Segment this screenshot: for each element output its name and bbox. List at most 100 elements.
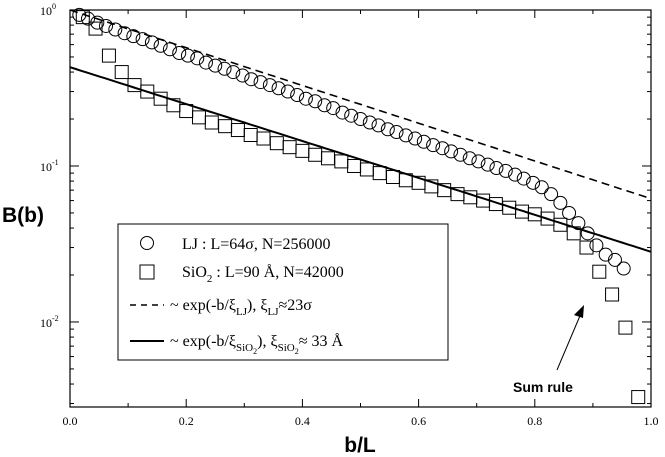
sio2-data-point (282, 140, 297, 155)
lj-data-point (553, 195, 568, 210)
sio2-data-point (334, 154, 349, 169)
sio2-data-point (191, 110, 206, 125)
lj-data-point (489, 161, 504, 176)
sio2-data-point (308, 147, 323, 162)
x-tick-label: 0.8 (527, 414, 542, 428)
lj-data-point (290, 88, 305, 103)
sio2-data-point (218, 119, 233, 134)
legend-marker-square (139, 264, 155, 280)
x-tick-label: 0.4 (295, 414, 310, 428)
lj-data-point (416, 134, 431, 149)
lj-data-point (172, 46, 187, 61)
legend-label-lj-fit: ~ exp(-b/ξLJ), ξLJ≈23σ (170, 297, 312, 318)
lj-data-point (380, 122, 395, 137)
lj-data-point (180, 48, 195, 63)
sio2-data-point (566, 226, 581, 241)
lj-data-point (398, 128, 413, 143)
lj-data-point (235, 68, 250, 83)
lj-data-point (389, 125, 404, 140)
lj-data-point (208, 58, 223, 73)
lj-data-point (271, 81, 286, 96)
sio2-data-point (372, 166, 387, 181)
lj-data-point (135, 32, 150, 47)
lj-data-point (444, 144, 459, 159)
lj-data-point (616, 261, 631, 276)
sio2-data-point (605, 287, 620, 302)
lj-data-point (90, 15, 105, 30)
lj-data-point (362, 115, 377, 130)
x-axis-label: b/L (344, 434, 376, 457)
lj-data-point (571, 216, 586, 231)
sio2-data-point (256, 131, 271, 146)
lj-data-point (262, 78, 277, 93)
x-tick-label: 0.0 (63, 414, 78, 428)
lj-data-point (280, 84, 295, 99)
lj-data-point (453, 147, 468, 162)
legend-label-lj: LJ : L=64σ, N=256000 (182, 236, 330, 253)
lj-data-point (298, 91, 313, 106)
legend-box (117, 223, 449, 361)
sio2-data-point (359, 162, 374, 177)
x-tick-label: 0.2 (179, 414, 194, 428)
sio2-data-point (295, 143, 310, 158)
sio2-data-point (140, 84, 155, 99)
axis-ticks: 0.0 0.2 0.4 0.6 0.8 1.0 100 10-1 10-2 (40, 2, 659, 428)
sum-rule-annotation: Sum rule (513, 305, 584, 395)
lj-data-point (117, 26, 132, 41)
sio2-data-point (631, 390, 646, 405)
lj-data-point (308, 94, 323, 109)
lj-data-point (562, 205, 577, 220)
y-tick-label: 10-1 (40, 158, 59, 174)
lj-data-point (217, 61, 232, 76)
lj-data-point (426, 138, 441, 153)
sio2-data-point (269, 136, 284, 151)
lj-data-point (408, 131, 423, 146)
sum-rule-arrow-line (556, 310, 583, 371)
lj-data-point (244, 72, 259, 87)
lj-data-point (344, 108, 359, 123)
lj-data-point (72, 7, 87, 22)
sum-rule-label: Sum rule (513, 379, 573, 395)
sio2-data-point (386, 169, 401, 184)
lj-data-point (144, 35, 159, 50)
lj-data-point (190, 51, 205, 66)
lj-data-point (81, 11, 96, 26)
fit-line-2 (69, 9, 652, 200)
lj-data-point (335, 105, 350, 120)
legend: LJ : L=64σ, N=256000 SiO2 : L=90 Å, N=42… (117, 223, 449, 361)
lj-data-point (126, 29, 141, 44)
lj-data-point (607, 252, 622, 267)
sio2-data-point (553, 217, 568, 232)
sio2-data-point (579, 240, 594, 255)
lj-data-point (598, 247, 613, 262)
lj-data-point (435, 141, 450, 156)
sio2-data-point (204, 115, 219, 130)
lj-data-point (371, 118, 386, 133)
lj-data-point (516, 171, 531, 186)
y-tick-label: 100 (40, 2, 56, 18)
lj-data-point (462, 151, 477, 166)
sio2-data-point (114, 65, 129, 80)
lj-data-point (162, 42, 177, 57)
sio2-data-point (320, 151, 335, 166)
lj-data-point (253, 75, 268, 90)
sio2-data-point (101, 48, 116, 63)
sum-rule-arrowhead (574, 305, 584, 318)
sio2-data-point (243, 127, 258, 142)
sio2-data-point (347, 158, 362, 173)
lj-data-point (526, 175, 541, 190)
lj-data-point (498, 163, 513, 178)
y-axis-label: B(b) (2, 204, 44, 227)
lj-data-point (353, 112, 368, 127)
x-tick-label: 0.6 (411, 414, 426, 428)
series-layer (69, 7, 652, 405)
x-tick-label: 1.0 (644, 414, 659, 428)
lj-data-point (480, 157, 495, 172)
lj-data-point (226, 65, 241, 80)
y-tick-label: 10-2 (40, 314, 59, 330)
lj-data-point (544, 187, 559, 202)
legend-label-sio2-fit: ~ exp(-b/ξSiO2), ξSiO2≈ 33 Å (170, 332, 344, 356)
lj-data-point (99, 18, 114, 33)
lj-data-point (589, 238, 604, 253)
